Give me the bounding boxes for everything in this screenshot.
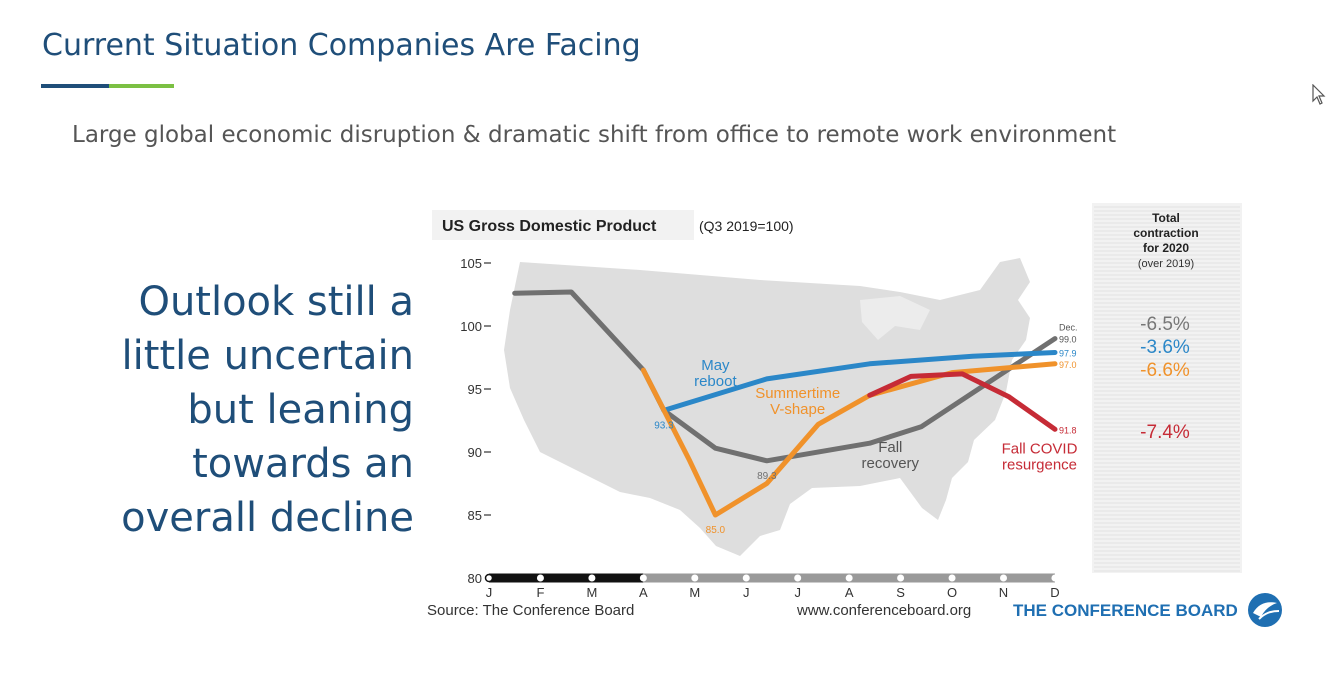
- y-tick-label: 100: [460, 319, 482, 334]
- contraction-value: -7.4%: [1140, 422, 1190, 443]
- outlook-text: Outlook still a little uncertain but lea…: [74, 275, 414, 545]
- outlook-line: but leaning: [187, 387, 414, 433]
- point-labels: 93.3 85.0 89.3: [654, 420, 777, 536]
- month-label: J: [486, 585, 493, 600]
- month-marker: [948, 574, 956, 582]
- annotation-text: May: [701, 357, 730, 374]
- outlook-line: towards an: [192, 441, 414, 487]
- month-marker: [536, 574, 544, 582]
- point-label: 93.3: [654, 420, 674, 431]
- y-tick-label: 85: [468, 508, 482, 523]
- title-underline-blue: [41, 84, 109, 88]
- end-labels: Dec. 99.0 97.9 97.0 91.8: [1059, 323, 1078, 436]
- month-marker: [794, 574, 802, 582]
- month-marker: [691, 574, 699, 582]
- side-panel-header-line: Total: [1152, 211, 1180, 225]
- conference-board-logo-icon: [1248, 593, 1282, 627]
- month-marker: [742, 574, 750, 582]
- month-label: A: [639, 585, 648, 600]
- side-panel-values: -6.5%-3.6%-6.6% -7.4%: [1140, 314, 1190, 443]
- month-label: F: [536, 585, 544, 600]
- brand-name: THE CONFERENCE BOARD: [1013, 601, 1238, 620]
- month-label: A: [845, 585, 854, 600]
- annotation-text: reboot: [694, 373, 737, 390]
- y-tick-label: 90: [468, 445, 482, 460]
- month-marker: [897, 574, 905, 582]
- chart-url: www.conferenceboard.org: [796, 602, 971, 619]
- annotation-text: Fall COVID: [1002, 440, 1078, 457]
- outlook-line: Outlook still a: [138, 279, 414, 325]
- series-line-fall-covid-resurgence: [867, 371, 1058, 432]
- annotation-text: V-shape: [770, 401, 825, 418]
- month-marker: [845, 574, 853, 582]
- month-label: J: [794, 585, 801, 600]
- side-panel-stripes: [1094, 206, 1240, 572]
- outlook-line: little uncertain: [121, 333, 414, 379]
- annotation-text: resurgence: [1002, 456, 1077, 473]
- side-panel-header-line: for 2020: [1143, 241, 1189, 255]
- y-tick-label: 80: [468, 571, 482, 586]
- mouse-cursor-icon: [1312, 84, 1326, 105]
- annotation-text: Fall: [878, 439, 902, 456]
- month-label: J: [743, 585, 750, 600]
- month-label: D: [1050, 585, 1059, 600]
- y-tick-label: 105: [460, 256, 482, 271]
- month-label: S: [896, 585, 905, 600]
- month-bar: [484, 573, 1059, 583]
- month-label: M: [689, 585, 700, 600]
- end-value-label: 99.0: [1059, 335, 1077, 345]
- y-axis: 80 85 90 95 100 105: [460, 256, 491, 586]
- month-label: M: [586, 585, 597, 600]
- end-value-label: 97.0: [1059, 360, 1077, 370]
- month-marker: [588, 574, 596, 582]
- chart-title-box: [432, 210, 694, 240]
- end-value-label: 91.8: [1059, 425, 1077, 435]
- point-label: 89.3: [757, 471, 777, 482]
- month-marker: [1000, 574, 1007, 582]
- slide-title: Current Situation Companies Are Facing: [42, 28, 641, 63]
- chart-source: Source: The Conference Board: [427, 602, 634, 619]
- end-value-label: 97.9: [1059, 348, 1077, 358]
- chart-title-note: (Q3 2019=100): [699, 218, 794, 234]
- chart-title: US Gross Domestic Product: [442, 218, 657, 235]
- contraction-value: -6.5%: [1140, 314, 1190, 335]
- annotation-text: Summertime: [755, 385, 840, 402]
- y-tick-label: 95: [468, 382, 482, 397]
- month-marker: [484, 573, 494, 583]
- title-underline-green: [109, 84, 174, 88]
- end-label-month: Dec.: [1059, 323, 1078, 333]
- month-marker: [639, 574, 647, 582]
- month-marker: [1051, 574, 1059, 582]
- month-label: N: [999, 585, 1008, 600]
- us-map-silhouette: [504, 258, 1030, 556]
- great-lakes: [860, 296, 930, 340]
- contraction-value: -3.6%: [1140, 337, 1190, 358]
- side-panel-header-line: contraction: [1133, 226, 1198, 240]
- contraction-value: -6.6%: [1140, 360, 1190, 381]
- month-label: O: [947, 585, 957, 600]
- series-lines: [512, 289, 1058, 518]
- series-line-baseline: [512, 289, 1058, 464]
- point-label: 85.0: [706, 525, 726, 536]
- series-line-may-reboot: [661, 350, 1058, 413]
- slide-subtitle: Large global economic disruption & drama…: [72, 122, 1117, 148]
- side-panel-subheader: (over 2019): [1138, 258, 1194, 270]
- outlook-line: overall decline: [121, 495, 414, 541]
- annotation-text: recovery: [862, 455, 920, 472]
